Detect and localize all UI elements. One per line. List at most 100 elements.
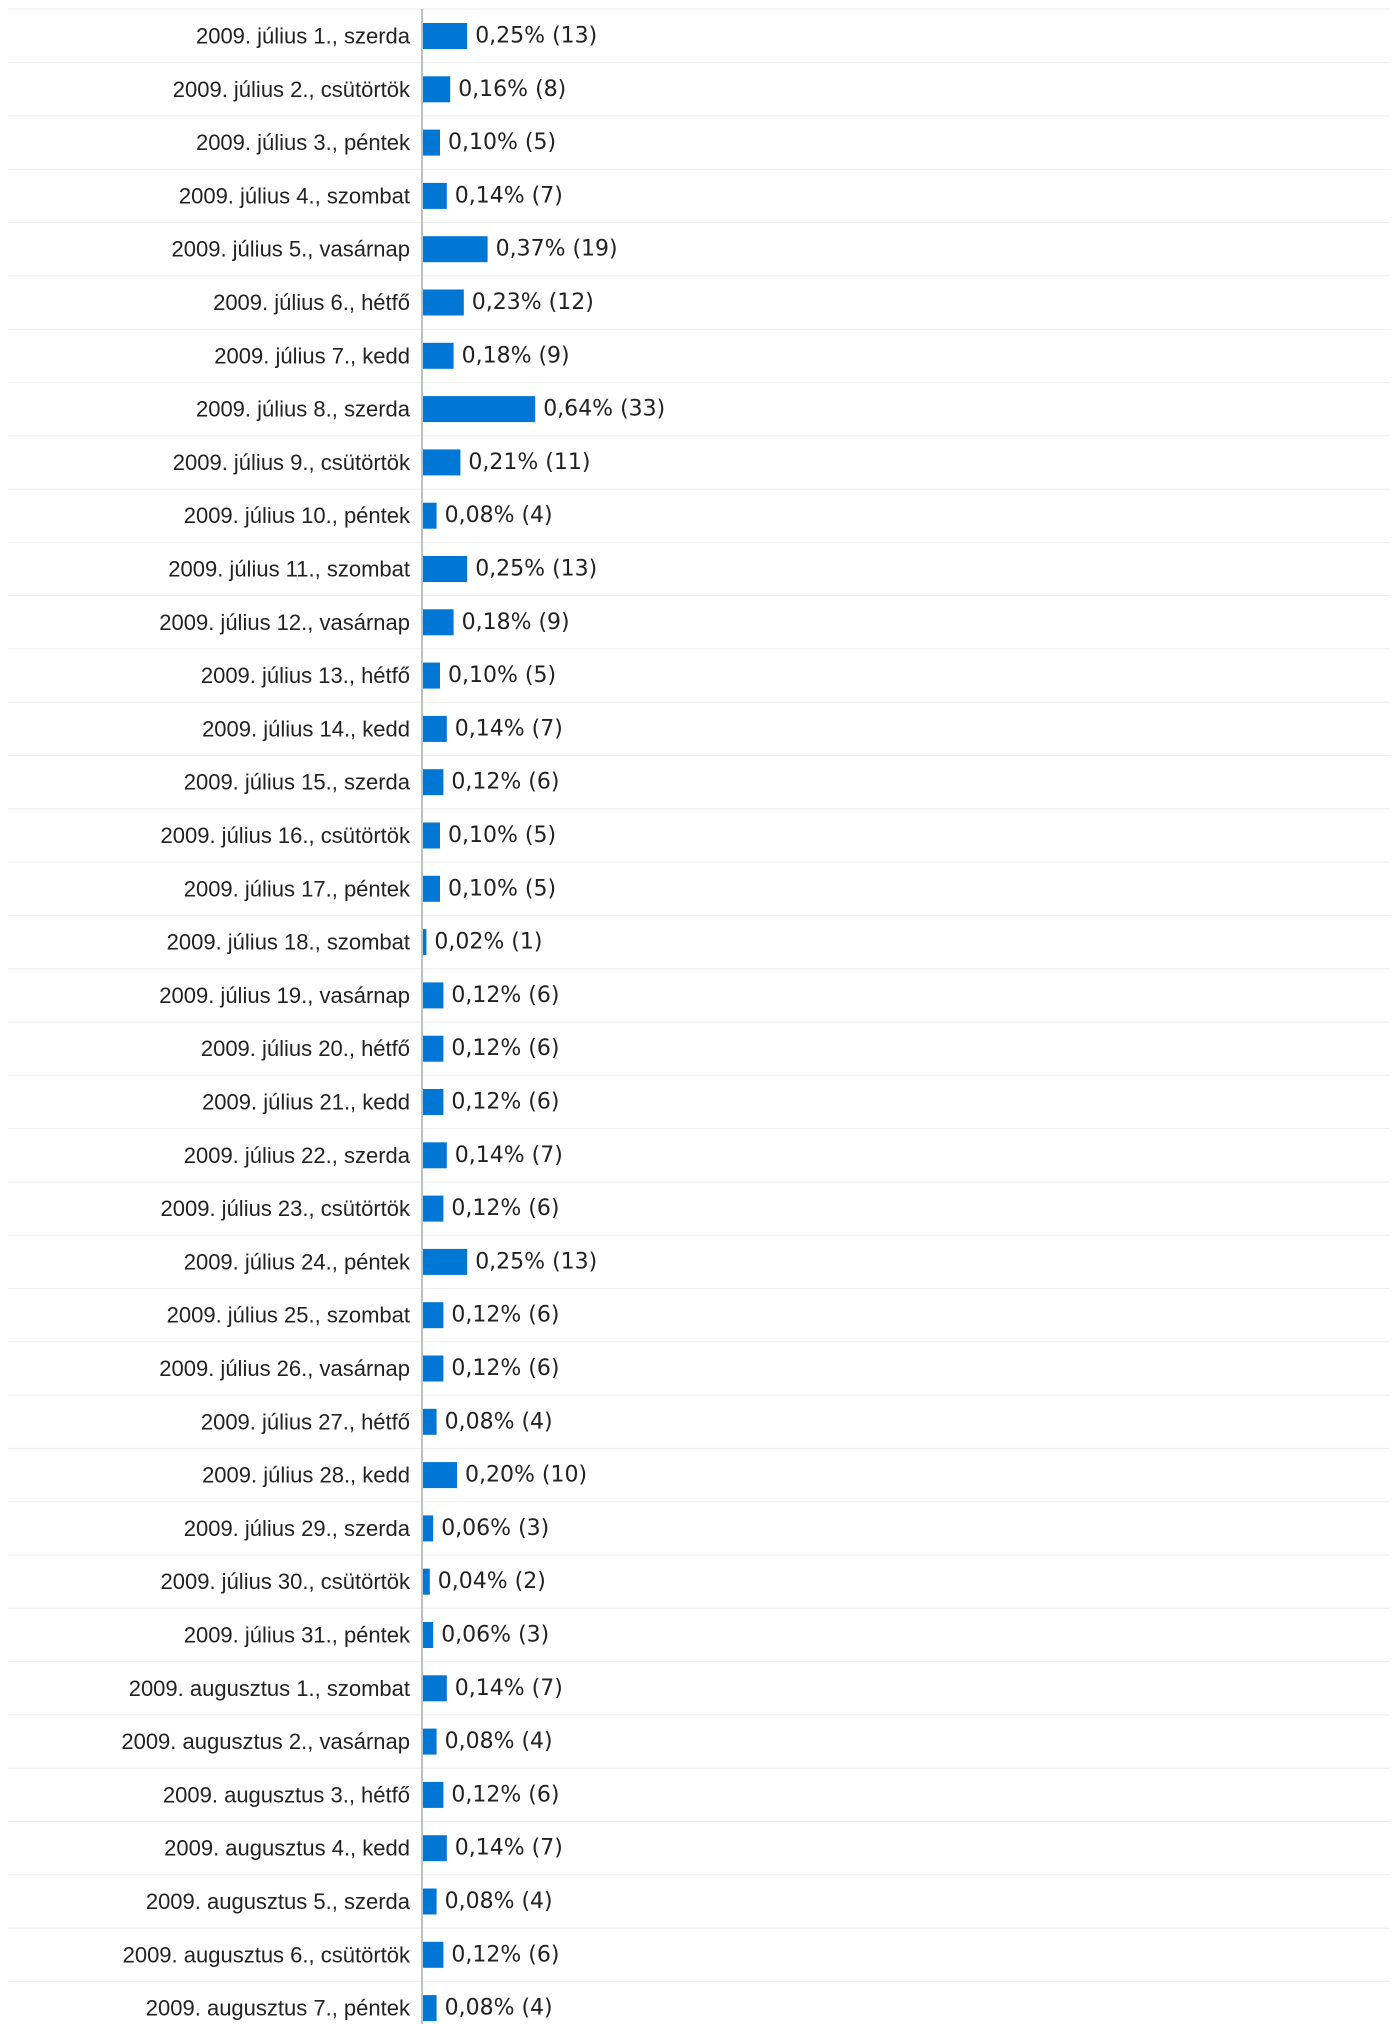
data-label: 0,02% (1)	[434, 930, 542, 955]
category-label: 2009. július 22., szerda	[184, 1143, 411, 1168]
bar	[423, 609, 454, 636]
data-label: 0,14% (7)	[455, 1143, 563, 1168]
category-label: 2009. július 14., kedd	[202, 716, 410, 741]
category-label: 2009. július 19., vasárnap	[159, 983, 410, 1008]
data-label: 0,12% (6)	[451, 770, 559, 795]
bar	[423, 929, 427, 956]
category-label: 2009. július 5., vasárnap	[172, 237, 411, 262]
category-label: 2009. július 15., szerda	[184, 770, 411, 795]
category-label: 2009. július 30., csütörtök	[161, 1569, 411, 1594]
data-label: 0,12% (6)	[451, 1196, 559, 1221]
category-label: 2009. július 18., szombat	[167, 930, 410, 955]
category-label: 2009. július 16., csütörtök	[161, 823, 411, 848]
bar	[423, 23, 468, 49]
data-label: 0,25% (13)	[475, 1249, 597, 1274]
data-label: 0,18% (9)	[462, 343, 570, 368]
data-label: 0,12% (6)	[451, 1356, 559, 1381]
data-label: 0,08% (4)	[445, 1409, 553, 1434]
data-label: 0,14% (7)	[455, 1836, 563, 1861]
category-label: 2009. július 20., hétfő	[201, 1036, 410, 1061]
data-label: 0,06% (3)	[441, 1623, 549, 1648]
bar	[423, 449, 461, 476]
category-label: 2009. július 7., kedd	[214, 343, 410, 368]
category-label: 2009. augusztus 3., hétfő	[163, 1782, 410, 1807]
bar	[423, 129, 440, 156]
category-label: 2009. augusztus 1., szombat	[129, 1676, 410, 1701]
data-label: 0,16% (8)	[458, 77, 566, 102]
bar	[423, 1142, 447, 1169]
category-label: 2009. július 10., péntek	[184, 503, 411, 528]
category-label: 2009. július 9., csütörtök	[173, 450, 411, 475]
category-label: 2009. július 29., szerda	[184, 1516, 411, 1541]
category-label: 2009. augusztus 7., péntek	[146, 1996, 411, 2021]
category-label: 2009. július 26., vasárnap	[159, 1356, 410, 1381]
data-label: 0,10% (5)	[448, 823, 556, 848]
data-label: 0,25% (13)	[475, 557, 597, 582]
category-label: 2009. augusztus 2., vasárnap	[121, 1729, 410, 1754]
data-label: 0,06% (3)	[441, 1516, 549, 1541]
bar	[423, 875, 440, 902]
data-label: 0,12% (6)	[451, 1782, 559, 1807]
category-label: 2009. július 23., csütörtök	[161, 1196, 411, 1221]
bar	[423, 1941, 444, 1968]
data-label: 0,10% (5)	[448, 663, 556, 688]
data-label: 0,20% (10)	[465, 1463, 587, 1488]
bar	[423, 289, 464, 316]
category-label: 2009. július 27., hétfő	[201, 1409, 410, 1434]
category-label: 2009. július 6., hétfő	[213, 290, 410, 315]
category-label: 2009. július 25., szombat	[167, 1303, 410, 1328]
data-label: 0,10% (5)	[448, 876, 556, 901]
data-label: 0,08% (4)	[445, 1996, 553, 2021]
data-label: 0,12% (6)	[451, 1036, 559, 1061]
data-label: 0,64% (33)	[543, 397, 665, 422]
category-label: 2009. augusztus 5., szerda	[146, 1889, 411, 1914]
data-label: 0,12% (6)	[451, 1942, 559, 1967]
data-label: 0,14% (7)	[455, 716, 563, 741]
chart-rows: 2009. július 1., szerda 0,25% (13) 2009. j…	[8, 8, 1390, 2022]
bar	[423, 1089, 444, 1115]
bar	[423, 182, 447, 209]
category-label: 2009. július 3., péntek	[196, 130, 411, 155]
data-label: 0,12% (6)	[451, 1090, 559, 1115]
data-label: 0,04% (2)	[438, 1569, 546, 1594]
data-label: 0,08% (4)	[445, 1729, 553, 1754]
category-label: 2009. július 1., szerda	[196, 24, 411, 49]
bar	[423, 822, 440, 849]
category-label: 2009. július 2., csütörtök	[173, 77, 411, 102]
data-label: 0,25% (13)	[475, 24, 597, 49]
bar	[423, 396, 536, 423]
data-label: 0,08% (4)	[445, 1889, 553, 1914]
category-label: 2009. július 24., péntek	[184, 1249, 411, 1274]
category-label: 2009. július 17., péntek	[184, 876, 411, 901]
bar	[423, 769, 444, 796]
data-label: 0,37% (19)	[496, 237, 618, 262]
bar	[423, 1302, 444, 1329]
data-label: 0,14% (7)	[455, 1676, 563, 1701]
bar	[423, 1728, 437, 1755]
bar	[423, 1195, 444, 1222]
bar	[423, 502, 437, 529]
category-label: 2009. július 31., péntek	[184, 1623, 411, 1648]
category-label: 2009. augusztus 4., kedd	[164, 1836, 410, 1861]
bar	[423, 1888, 437, 1915]
bar	[423, 982, 444, 1009]
data-label: 0,08% (4)	[445, 503, 553, 528]
bar	[423, 1462, 457, 1489]
bar	[423, 236, 488, 263]
bar	[423, 1035, 444, 1062]
bar	[423, 715, 447, 742]
category-label: 2009. július 13., hétfő	[201, 663, 410, 688]
category-label: 2009. július 8., szerda	[196, 397, 411, 422]
category-label: 2009. augusztus 6., csütörtök	[123, 1942, 411, 1967]
category-label: 2009. július 4., szombat	[179, 183, 410, 208]
bar	[423, 1675, 447, 1702]
data-label: 0,18% (9)	[462, 610, 570, 635]
category-label: 2009. július 12., vasárnap	[159, 610, 410, 635]
category-label: 2009. július 11., szombat	[168, 557, 410, 582]
bar	[423, 1835, 447, 1862]
bar	[423, 1248, 468, 1275]
bar	[423, 556, 468, 582]
data-label: 0,12% (6)	[451, 983, 559, 1008]
data-label: 0,14% (7)	[455, 183, 563, 208]
